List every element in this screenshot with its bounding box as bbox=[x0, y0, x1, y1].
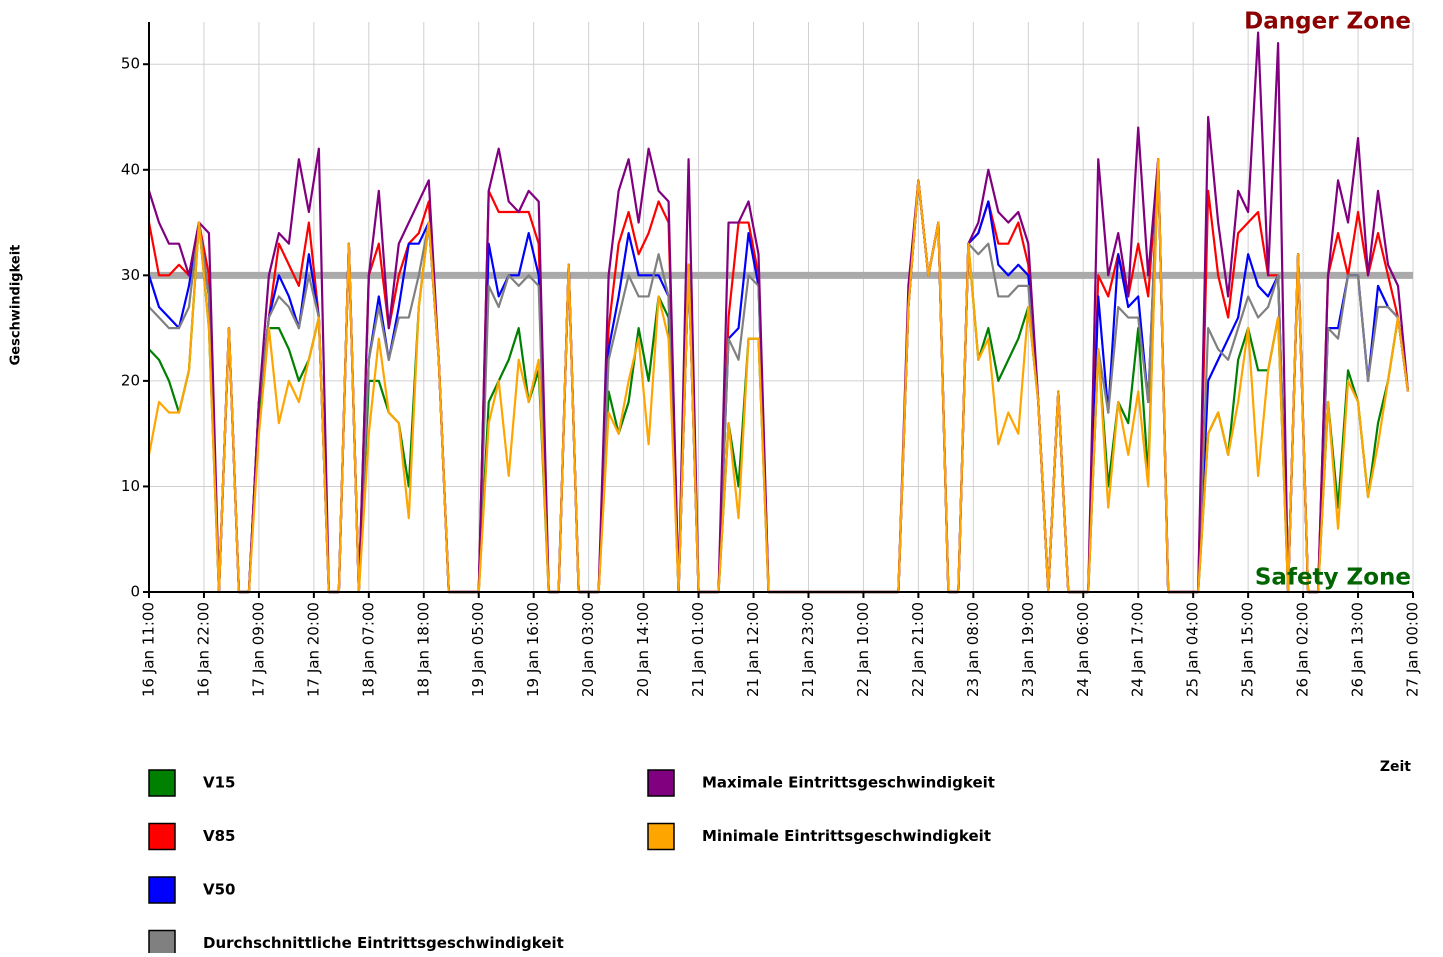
y-tick-label: 20 bbox=[121, 371, 140, 389]
axes-layer bbox=[143, 22, 1414, 598]
x-tick-label: 25 Jan 04:00 bbox=[1184, 602, 1202, 697]
x-tick-label: 21 Jan 23:00 bbox=[799, 602, 817, 697]
labels-layer: 0 10 20 30 40 50 16 Jan 11:00 16 Jan 22:00 17 Ja… bbox=[121, 9, 1422, 957]
x-tick-label: 27 Jan 00:00 bbox=[1404, 602, 1422, 697]
x-tick-label: 26 Jan 02:00 bbox=[1294, 602, 1312, 697]
legend-swatch bbox=[148, 876, 176, 904]
x-tick-label: 23 Jan 19:00 bbox=[1019, 602, 1037, 697]
x-tick-label: 18 Jan 18:00 bbox=[414, 602, 432, 697]
legend-label: Maximale Eintrittsgeschwindigkeit bbox=[702, 774, 995, 792]
x-tick-label: 16 Jan 22:00 bbox=[194, 602, 212, 697]
x-tick-label: 23 Jan 08:00 bbox=[964, 602, 982, 697]
y-tick-label: 40 bbox=[121, 160, 140, 178]
x-tick-label: 24 Jan 17:00 bbox=[1129, 602, 1147, 697]
y-axis-label: Geschwindigkeit bbox=[9, 245, 24, 366]
x-tick-label: 16 Jan 11:00 bbox=[140, 602, 158, 697]
legend-swatch bbox=[148, 769, 176, 797]
x-tick-label: 20 Jan 14:00 bbox=[634, 602, 652, 697]
lines-layer bbox=[147, 31, 1410, 594]
y-tick-label: 30 bbox=[121, 266, 140, 284]
danger-zone-label: Danger Zone bbox=[1244, 9, 1411, 35]
x-tick-label: 19 Jan 16:00 bbox=[524, 602, 542, 697]
legend-label: V15 bbox=[203, 774, 235, 792]
y-tick-label: 0 bbox=[130, 583, 140, 601]
legend-swatch bbox=[647, 822, 675, 851]
x-tick-label: 17 Jan 20:00 bbox=[304, 602, 322, 697]
x-tick-label: 22 Jan 10:00 bbox=[854, 602, 872, 697]
series-line bbox=[147, 31, 1410, 594]
x-tick-label: 24 Jan 06:00 bbox=[1074, 602, 1092, 697]
grid-layer bbox=[148, 22, 1414, 593]
x-tick-label: 25 Jan 15:00 bbox=[1239, 602, 1257, 697]
y-tick-label: 50 bbox=[121, 55, 140, 73]
legend-label: Minimale Eintrittsgeschwindigkeit bbox=[702, 827, 991, 845]
x-tick-label: 22 Jan 21:00 bbox=[909, 602, 927, 697]
legend-swatch bbox=[647, 769, 675, 797]
legend-label: V50 bbox=[203, 881, 235, 899]
safety-zone-label: Safety Zone bbox=[1255, 565, 1411, 591]
x-tick-label: 19 Jan 05:00 bbox=[469, 602, 487, 697]
legend-swatch bbox=[148, 822, 176, 851]
x-tick-label: 21 Jan 12:00 bbox=[744, 602, 762, 697]
x-tick-label: 17 Jan 09:00 bbox=[249, 602, 267, 697]
x-tick-label: 20 Jan 03:00 bbox=[579, 602, 597, 697]
legend-label: Durchschnittliche Eintrittsgeschwindigke… bbox=[203, 934, 564, 952]
x-tick-label: 21 Jan 01:00 bbox=[689, 602, 707, 697]
x-axis-label: Zeit bbox=[1380, 759, 1411, 775]
y-tick-label: 10 bbox=[121, 477, 140, 495]
legend-label: V85 bbox=[203, 827, 235, 845]
x-tick-label: 18 Jan 07:00 bbox=[359, 602, 377, 697]
x-tick-label: 26 Jan 13:00 bbox=[1349, 602, 1367, 697]
legend-swatch bbox=[148, 929, 176, 957]
